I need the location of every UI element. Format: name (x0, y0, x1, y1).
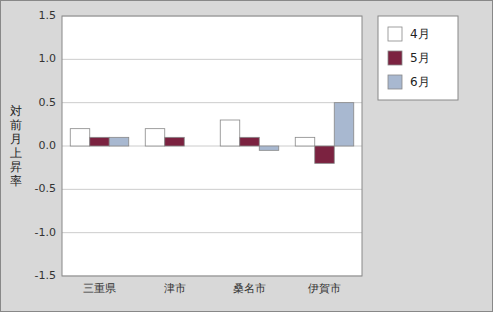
y-tick-label: 1.5 (39, 9, 57, 22)
legend-swatch (388, 75, 402, 89)
bar (315, 146, 335, 163)
x-tick-label: 桑名市 (233, 282, 266, 295)
x-tick-label: 伊賀市 (308, 282, 341, 295)
bars (70, 103, 354, 164)
grid-line (62, 102, 362, 103)
background (1, 1, 493, 312)
y-tick-label: 0.5 (39, 96, 57, 109)
legend-label: 6月 (410, 75, 430, 89)
legend-swatch (388, 51, 402, 65)
bar (295, 137, 315, 146)
chart-svg: -1.5 -1.0 -0.5 0.0 0.5 1.0 1.5 三重県 津市 桑名市 伊賀市 対前月上昇… (0, 0, 493, 312)
x-tick-label: 三重県 (83, 282, 116, 295)
legend-label: 5月 (410, 51, 430, 65)
y-tick-label: 1.0 (39, 52, 57, 65)
grid-line (62, 59, 362, 60)
legend-swatch (388, 27, 402, 41)
plot-background (62, 16, 362, 276)
bar (165, 137, 185, 146)
bar (334, 103, 354, 146)
grid (62, 16, 362, 276)
bar (109, 137, 129, 146)
plot-frame (62, 16, 362, 276)
bar (220, 120, 240, 146)
grid-line (62, 232, 362, 233)
bar (184, 146, 204, 147)
grid-line (62, 189, 362, 190)
bar (145, 129, 165, 146)
bar (240, 137, 260, 146)
y-tick-label: -1.0 (35, 226, 56, 239)
y-axis-label: 対前月上昇率 (10, 104, 22, 188)
x-tick-label: 津市 (164, 282, 186, 295)
y-tick-label: 0.0 (39, 139, 57, 152)
y-tick-label: -0.5 (35, 182, 56, 195)
legend: 4月 5月 6月 (378, 16, 458, 100)
bar (70, 129, 90, 146)
bar (90, 137, 110, 146)
legend-label: 4月 (410, 27, 430, 41)
bar (259, 146, 279, 150)
legend-box (378, 16, 458, 100)
chart-container: -1.5 -1.0 -0.5 0.0 0.5 1.0 1.5 三重県 津市 桑名市 伊賀市 対前月上昇… (0, 0, 493, 312)
y-tick-label: -1.5 (35, 269, 56, 282)
